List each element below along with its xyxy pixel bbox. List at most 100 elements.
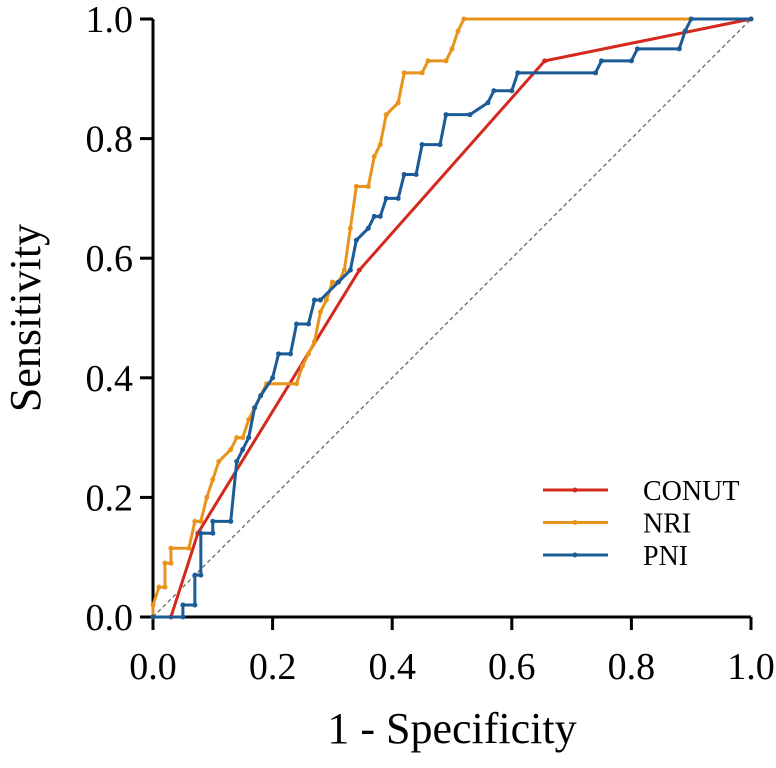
point-marker (371, 213, 377, 219)
point-marker (413, 171, 419, 177)
legend-label: NRI (643, 509, 691, 540)
point-marker (365, 183, 371, 189)
point-marker (300, 363, 305, 369)
point-marker (377, 142, 383, 148)
point-marker (228, 518, 234, 524)
x-tick-label: 0.8 (608, 646, 656, 688)
point-marker (258, 393, 264, 399)
y-tick-label: 1.0 (86, 0, 134, 41)
point-marker (150, 602, 156, 608)
point-marker (198, 530, 204, 536)
y-tick-label: 0.6 (86, 238, 134, 280)
point-marker (234, 435, 240, 441)
point-marker (192, 572, 198, 578)
point-marker (246, 417, 252, 423)
point-marker (323, 297, 329, 303)
point-marker (628, 58, 634, 64)
legend-label: PNI (643, 541, 688, 572)
point-marker (599, 58, 604, 64)
point-marker (192, 518, 198, 524)
point-marker (335, 279, 341, 285)
x-tick-label: 0.0 (129, 646, 177, 688)
point-marker (276, 351, 282, 357)
x-tick-label: 0.2 (249, 646, 297, 688)
point-marker (210, 518, 216, 524)
series-line (151, 17, 751, 617)
point-marker (542, 58, 548, 64)
point-marker (317, 297, 323, 303)
point-marker (509, 88, 515, 94)
point-marker (353, 183, 359, 189)
point-marker (234, 459, 240, 465)
y-tick-label: 0.8 (86, 119, 134, 161)
point-marker (311, 339, 317, 345)
legend-marker (572, 552, 578, 558)
legend-marker (572, 520, 578, 525)
point-marker (180, 602, 186, 608)
x-tick-label: 1.0 (727, 646, 775, 688)
point-marker (401, 70, 407, 76)
point-marker (383, 112, 389, 118)
point-marker (634, 46, 640, 52)
y-tick-label: 0.4 (86, 358, 134, 400)
point-marker (461, 16, 467, 22)
point-marker (401, 171, 407, 177)
point-marker (341, 267, 347, 273)
point-marker (395, 100, 401, 106)
point-marker (204, 494, 210, 500)
y-tick-label: 0.2 (86, 477, 134, 519)
point-marker (419, 70, 425, 76)
point-marker (186, 545, 192, 551)
point-marker (288, 351, 294, 357)
point-marker (162, 560, 168, 566)
point-marker (395, 195, 401, 201)
point-marker (240, 435, 246, 441)
point-marker (329, 279, 335, 285)
point-marker (294, 381, 300, 387)
point-marker (210, 476, 216, 482)
point-marker (305, 321, 311, 327)
point-marker (305, 351, 311, 357)
point-marker (356, 267, 362, 273)
point-marker (168, 545, 174, 551)
point-marker (365, 225, 371, 231)
point-marker (443, 58, 449, 64)
point-marker (377, 213, 383, 219)
point-marker (425, 58, 431, 64)
point-marker (371, 154, 377, 160)
x-tick-label: 0.6 (488, 646, 536, 688)
point-marker (748, 16, 754, 22)
point-marker (485, 100, 491, 106)
point-marker (455, 28, 461, 34)
point-marker (688, 16, 694, 22)
y-tick-label: 0.0 (86, 597, 134, 639)
point-marker (467, 112, 473, 118)
y-axis-label: Sensitivity (1, 224, 50, 412)
point-marker (593, 70, 599, 76)
x-axis-label: 1 - Specificity (327, 704, 576, 753)
point-marker (383, 195, 389, 201)
point-marker (270, 375, 276, 381)
point-marker (294, 321, 300, 327)
point-marker (162, 584, 168, 590)
point-marker (437, 142, 443, 148)
reference-line (152, 18, 752, 618)
point-marker (676, 46, 682, 52)
point-marker (443, 112, 449, 118)
point-marker (216, 459, 222, 465)
point-marker (192, 602, 198, 608)
point-marker (449, 46, 455, 52)
legend-marker (572, 487, 578, 493)
point-marker (150, 614, 156, 620)
point-marker (156, 584, 162, 590)
point-marker (682, 28, 688, 34)
point-marker (210, 530, 216, 536)
legend-label: CONUT (643, 476, 739, 507)
point-marker (246, 435, 252, 441)
point-marker (317, 309, 323, 315)
point-marker (180, 614, 186, 620)
point-marker (198, 572, 204, 578)
point-marker (347, 225, 353, 231)
x-tick-label: 0.4 (368, 646, 416, 688)
